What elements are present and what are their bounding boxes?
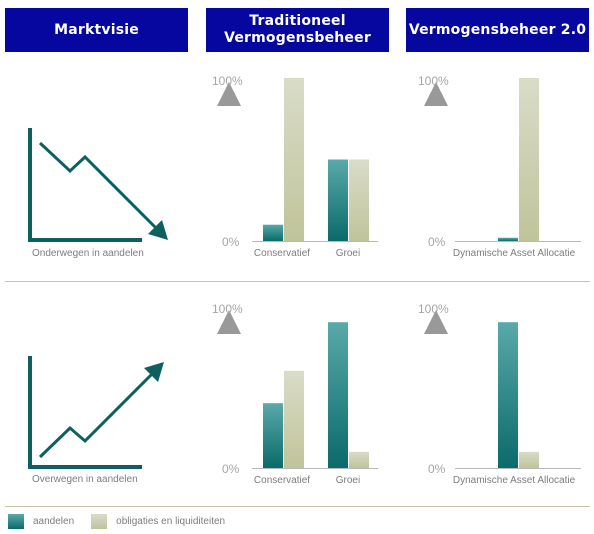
onderwegen-label: Onderwegen in aandelen bbox=[32, 248, 144, 259]
legend-divider bbox=[5, 506, 590, 507]
y-axis-label-0: 0% bbox=[222, 235, 240, 249]
bar-aandelen bbox=[498, 322, 518, 468]
overwegen-label: Overwegen in aandelen bbox=[32, 474, 138, 485]
bar-aandelen bbox=[263, 224, 283, 241]
market-view-up-chart: Overwegen in aandelen bbox=[28, 356, 164, 485]
category-label: Groei bbox=[336, 475, 360, 486]
bar-obligaties bbox=[349, 451, 369, 468]
header-traditioneel-label: Traditioneel Vermogensbeheer bbox=[224, 13, 371, 46]
header-vermogensbeheer-2-label: Vermogensbeheer 2.0 bbox=[408, 21, 587, 38]
legend: aandelen obligaties en liquiditeiten bbox=[8, 513, 225, 529]
category-label: Conservatief bbox=[254, 475, 310, 486]
upward-trend-line bbox=[38, 368, 158, 459]
legend-swatch-aandelen bbox=[8, 513, 24, 529]
y-axis-label-100: 100% bbox=[212, 302, 243, 316]
allocation-charts: 100% 0% Conservatief Groei 100% 0% Dynamische … bbox=[212, 74, 581, 486]
market-view-down-chart: Onderwegen in aandelen bbox=[28, 128, 168, 259]
downward-trend-line bbox=[38, 141, 162, 234]
bar-aandelen bbox=[263, 403, 283, 468]
category-label: Dynamische Asset Allocatie bbox=[453, 248, 576, 259]
legend-swatch-obligaties bbox=[91, 513, 108, 529]
bar-aandelen bbox=[328, 322, 348, 468]
category-label: Dynamische Asset Allocatie bbox=[453, 475, 576, 486]
bar-obligaties bbox=[519, 451, 539, 468]
header-marktvisie-label: Marktvisie bbox=[54, 21, 139, 38]
allocation-chart: 100% 0% Dynamische Asset Allocatie bbox=[418, 74, 581, 259]
header-marktvisie: Marktvisie bbox=[5, 8, 188, 52]
header-vermogensbeheer-2: Vermogensbeheer 2.0 bbox=[406, 8, 589, 52]
upward-trend-arrowhead bbox=[144, 362, 164, 382]
y-axis-label-0: 0% bbox=[222, 462, 240, 476]
allocation-chart: 100% 0% Conservatief Groei bbox=[212, 302, 378, 486]
category-label: Conservatief bbox=[254, 248, 310, 259]
bar-obligaties bbox=[349, 159, 369, 241]
bar-aandelen bbox=[328, 159, 348, 241]
legend-label-obligaties: obligaties en liquiditeiten bbox=[116, 515, 226, 527]
bar-obligaties bbox=[519, 78, 539, 241]
market-view-axes bbox=[28, 128, 142, 242]
bar-aandelen bbox=[498, 237, 518, 241]
y-axis-label-100: 100% bbox=[418, 302, 449, 316]
y-axis-label-100: 100% bbox=[212, 74, 243, 88]
allocation-chart: 100% 0% Conservatief Groei bbox=[212, 74, 378, 259]
y-axis-label-100: 100% bbox=[418, 74, 449, 88]
y-axis-label-0: 0% bbox=[428, 462, 446, 476]
legend-label-aandelen: aandelen bbox=[33, 515, 75, 527]
header-traditioneel-vermogensbeheer: Traditioneel Vermogensbeheer bbox=[206, 8, 389, 52]
row-divider bbox=[5, 281, 590, 282]
allocation-chart: 100% 0% Dynamische Asset Allocatie bbox=[418, 302, 581, 486]
downward-trend-arrowhead bbox=[148, 220, 168, 240]
bar-obligaties bbox=[284, 78, 304, 241]
bar-obligaties bbox=[284, 370, 304, 468]
category-label: Groei bbox=[336, 248, 360, 259]
y-axis-label-0: 0% bbox=[428, 235, 446, 249]
market-view-axes bbox=[28, 356, 142, 469]
